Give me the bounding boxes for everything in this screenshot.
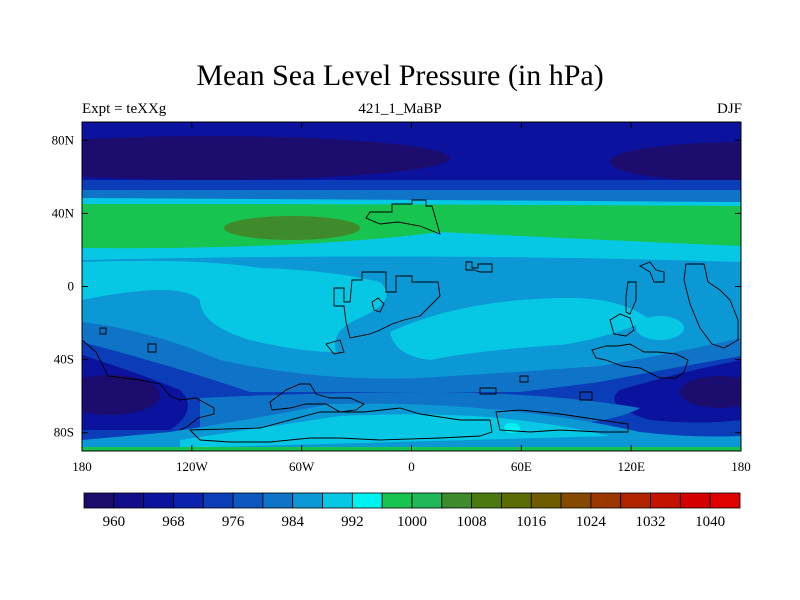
coastline-asia-islands	[638, 261, 665, 283]
colorbar-swatch-14	[501, 492, 532, 509]
colorbar-swatch-21	[709, 492, 741, 509]
colorbar-swatch-6	[262, 492, 294, 509]
y-tick-label-0: 80N	[52, 132, 75, 147]
coastline-small-island-3	[519, 375, 529, 383]
colorbar-swatch-17	[590, 492, 622, 509]
colorbar-label-3: 984	[281, 514, 304, 530]
coastline-africa	[333, 271, 441, 339]
band-antarctic-inner	[180, 414, 610, 448]
arctic-low-core-east	[610, 142, 741, 182]
colorbar-swatch-10	[381, 492, 413, 509]
colorbar-swatch-9	[351, 492, 383, 509]
coastline-island-5	[579, 391, 593, 401]
period-label: 421_1_MaBP	[358, 101, 442, 117]
coastline-madagascar	[371, 297, 385, 313]
storm-core-west	[82, 375, 160, 415]
colorbar-label-1: 968	[162, 514, 185, 530]
colorbar-swatch-4	[202, 492, 234, 509]
coastline-subantarctic	[269, 383, 365, 413]
y-tick-label-3: 40S	[54, 352, 74, 367]
colorbar-swatch-1	[113, 492, 145, 509]
arctic-low-core-west	[82, 136, 450, 180]
colorbar-label-10: 1040	[695, 514, 725, 530]
coastline-antarctica	[188, 407, 493, 443]
colorbar-swatch-18	[620, 492, 651, 509]
y-axis: 80N 40N 0 40S 80S	[52, 132, 741, 440]
y-tick-label-2: 0	[68, 279, 75, 294]
x-tick-label-4: 60E	[511, 459, 532, 474]
colorbar-label-2: 976	[222, 514, 245, 530]
subtropical-high-core	[224, 216, 360, 240]
colorbar-swatch-5	[232, 492, 264, 509]
colorbar-label-7: 1016	[516, 514, 547, 530]
coastline-eurasia	[365, 199, 441, 235]
x-tick-label-1: 120W	[176, 459, 209, 474]
colorbar-swatch-19	[650, 492, 681, 509]
colorbar-swatch-16	[560, 492, 592, 509]
coastline-maritime	[625, 281, 637, 315]
season-label: DJF	[716, 101, 742, 117]
x-tick-label-3: 0	[408, 459, 415, 474]
colorbar-label-8: 1024	[576, 514, 607, 530]
x-axis: 180 120W 60W 0 60E 120E 180	[72, 122, 751, 474]
y-tick-label-4: 80S	[54, 425, 74, 440]
chart-title: Mean Sea Level Pressure (in hPa)	[196, 59, 604, 92]
band-north-midlat	[82, 180, 741, 192]
coastline-island-4	[479, 387, 497, 395]
coastline-south-america-tip	[325, 339, 345, 355]
colorbar-swatch-2	[143, 492, 174, 509]
tropical-cyan-pacific	[636, 316, 684, 340]
coastline-arabia	[465, 261, 493, 273]
coastline-australia	[591, 343, 689, 379]
experiment-label: Expt = teXXg	[82, 101, 167, 117]
tropical-cyan-indian	[390, 297, 650, 360]
colorbar-swatch-20	[679, 492, 711, 509]
storm-core-east	[680, 376, 741, 408]
band-subtropical-high	[82, 204, 741, 249]
coastline-southern-ocean	[82, 339, 215, 431]
colorbar-label-0: 960	[103, 514, 126, 530]
colorbar-swatch-8	[322, 492, 353, 509]
colorbar: 960 968 976 984 992 1000 1008 1016 1024 1032 1040	[83, 492, 741, 530]
colorbar-swatch-15	[530, 492, 562, 509]
colorbar-swatch-3	[173, 492, 204, 509]
coastlines	[82, 199, 739, 443]
colorbar-swatch-12	[441, 492, 473, 509]
colorbar-label-4: 992	[341, 514, 364, 530]
colorbar-swatch-11	[411, 492, 443, 509]
x-tick-label-6: 180	[731, 459, 751, 474]
coastline-southeast-asia	[609, 313, 635, 337]
x-tick-label-2: 60W	[289, 459, 315, 474]
coastline-small-island-2	[147, 343, 157, 353]
y-tick-label-1: 40N	[52, 205, 75, 220]
coastline-pacific-east	[683, 263, 739, 349]
x-tick-label-0: 180	[72, 459, 92, 474]
colorbar-label-6: 1008	[457, 514, 487, 530]
contour-fill	[82, 122, 741, 451]
colorbar-swatch-0	[83, 492, 115, 509]
colorbar-swatch-13	[471, 492, 502, 509]
colorbar-label-5: 1000	[397, 514, 427, 530]
coastline-small-island-1	[99, 327, 107, 335]
coastline-antarctica-east	[495, 409, 629, 433]
x-tick-label-5: 120E	[617, 459, 645, 474]
colorbar-swatch-7	[292, 492, 323, 509]
tropical-cyan-west	[82, 260, 387, 352]
colorbar-label-9: 1032	[636, 514, 666, 530]
